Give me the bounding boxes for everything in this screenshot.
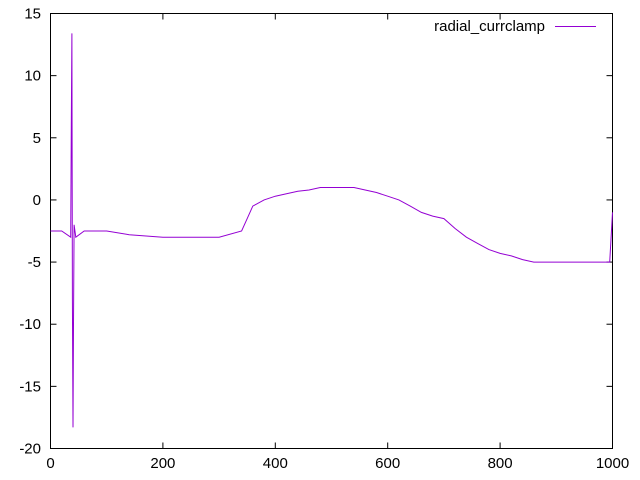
x-tick-label: 200 — [150, 455, 175, 472]
x-tick-label: 1000 — [596, 455, 629, 472]
legend-label: radial_currclamp — [434, 18, 545, 35]
series-layer — [50, 33, 613, 428]
axis-ticks: 0 200 400 600 800 1000 -20 -15 -10 -5 0 5 10 15 — [19, 6, 629, 473]
y-tick-label: -15 — [19, 378, 41, 395]
y-tick-label: -5 — [28, 254, 41, 271]
legend: radial_currclamp — [434, 18, 596, 35]
plot-frame — [50, 13, 613, 449]
y-tick-label: -10 — [19, 316, 41, 333]
y-tick-label: 0 — [33, 192, 41, 209]
x-tick-label: 400 — [263, 455, 288, 472]
x-tick-label: 0 — [46, 455, 54, 472]
series-line — [50, 33, 613, 428]
x-tick-label: 600 — [375, 455, 400, 472]
y-tick-label: 10 — [24, 68, 41, 85]
y-tick-label: 15 — [24, 6, 41, 23]
x-tick-label: 800 — [488, 455, 513, 472]
y-tick-label: 5 — [33, 130, 41, 147]
y-tick-label: -20 — [19, 441, 41, 458]
